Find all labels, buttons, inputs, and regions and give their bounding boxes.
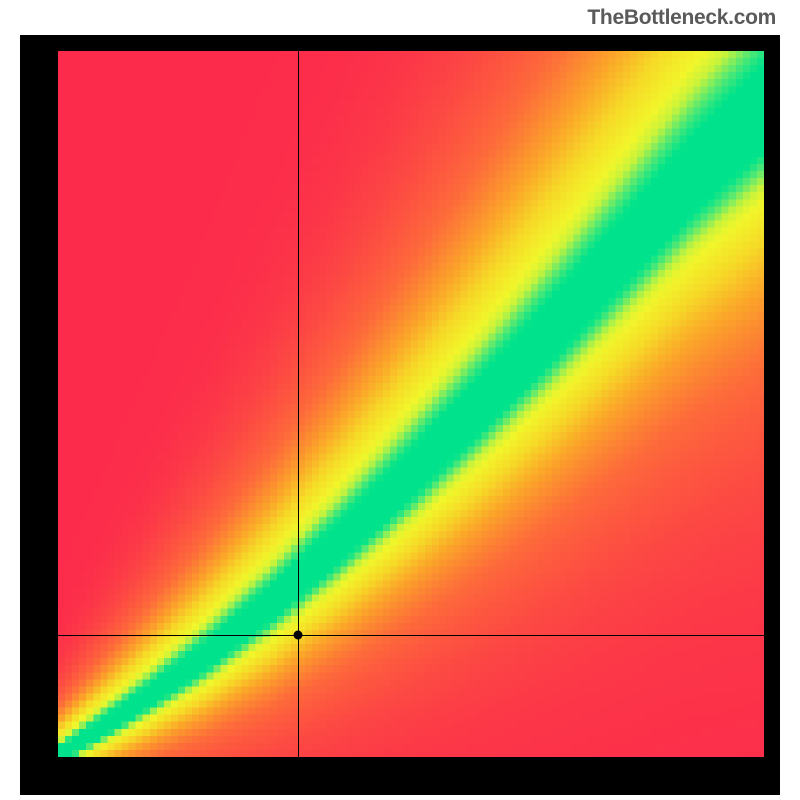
chart-frame bbox=[20, 35, 780, 795]
heatmap-plot bbox=[58, 51, 764, 757]
attribution-text: TheBottleneck.com bbox=[587, 6, 776, 30]
heatmap-canvas bbox=[58, 51, 764, 757]
